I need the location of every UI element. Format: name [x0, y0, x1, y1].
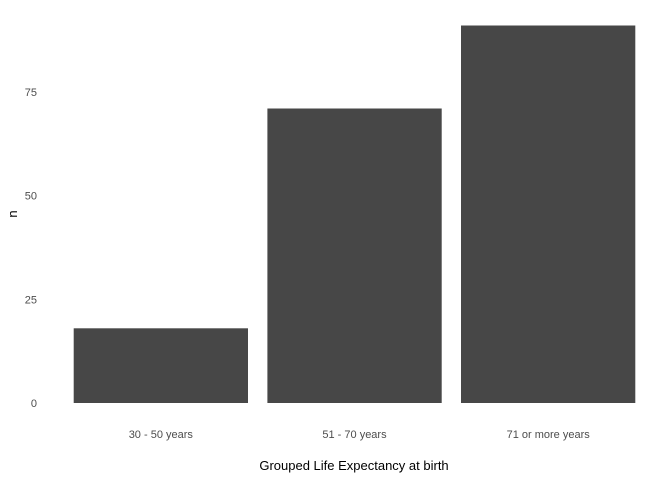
x-axis-ticks: 30 - 50 years 51 - 70 years 71 or more yea… [129, 429, 591, 441]
bar-2 [267, 108, 442, 403]
bar-1 [73, 328, 248, 403]
x-tick-label: 51 - 70 years [322, 429, 387, 441]
y-tick-label: 25 [25, 294, 37, 306]
x-axis-title: Grouped Life Expectancy at birth [259, 458, 448, 473]
y-tick-label: 0 [31, 398, 37, 410]
x-tick-label: 30 - 50 years [129, 429, 194, 441]
bar-3 [461, 25, 636, 403]
x-tick-label: 71 or more years [507, 429, 591, 441]
y-axis-title: n [5, 210, 20, 217]
y-axis-ticks: 0 25 50 75 [25, 87, 37, 410]
y-tick-label: 50 [25, 191, 37, 203]
plot-area [73, 25, 636, 403]
y-tick-label: 75 [25, 87, 37, 99]
